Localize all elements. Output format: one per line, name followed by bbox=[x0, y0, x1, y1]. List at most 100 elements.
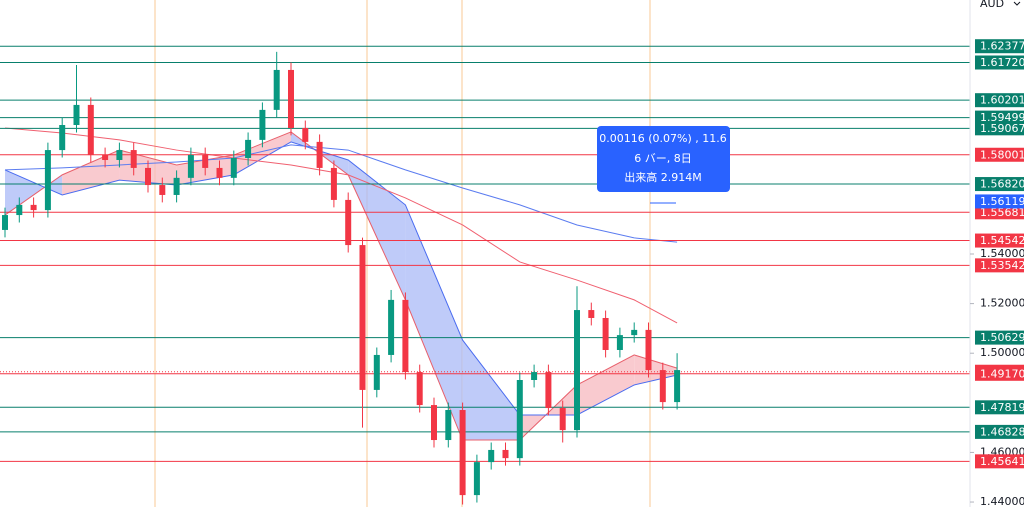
candle-body bbox=[216, 167, 223, 178]
candle-body bbox=[245, 139, 252, 159]
moving-average bbox=[4, 127, 678, 324]
candle-body bbox=[402, 299, 409, 373]
price-badge bbox=[975, 258, 1024, 273]
candle-body bbox=[130, 150, 137, 168]
cloud-fill bbox=[405, 204, 463, 441]
candle-body bbox=[288, 69, 294, 128]
candle-body bbox=[473, 462, 480, 496]
price-badge-label: 1.53542 bbox=[980, 259, 1024, 272]
currency: AUD bbox=[980, 0, 1004, 10]
price-badge-label: 1.45641 bbox=[980, 455, 1024, 468]
price-badge-label: 1.56820 bbox=[980, 178, 1024, 191]
y-tick-label: 1.54000 bbox=[980, 247, 1024, 260]
price-badge bbox=[975, 147, 1024, 162]
candle-body bbox=[502, 449, 509, 459]
tooltip-box bbox=[597, 126, 730, 192]
price-badge-label: 1.54542 bbox=[980, 234, 1024, 247]
price-badge bbox=[975, 454, 1024, 469]
candle-body bbox=[459, 410, 466, 496]
price-badge bbox=[975, 110, 1024, 125]
tooltip-line: 6 バー, 8日 bbox=[634, 152, 692, 165]
candle-body bbox=[559, 408, 566, 431]
price-badge-label: 1.58001 bbox=[980, 148, 1024, 161]
candle-body bbox=[230, 158, 237, 178]
price-badge bbox=[975, 39, 1024, 54]
candle-body bbox=[330, 167, 337, 200]
price-badge bbox=[975, 93, 1024, 108]
candle-body bbox=[373, 354, 380, 390]
candle-body bbox=[259, 109, 266, 140]
y-tick-label: 1.50000 bbox=[980, 346, 1024, 359]
level-lines bbox=[0, 45, 970, 462]
price-axis bbox=[970, 0, 1024, 507]
price-badge bbox=[975, 424, 1024, 439]
tooltip-line: 0.00116 (0.07%) , 11.6 bbox=[599, 132, 727, 145]
candle-body bbox=[345, 199, 352, 246]
candle-body bbox=[87, 104, 94, 156]
tooltip: 0.00116 (0.07%) , 11.6 6 バー, 8日 出来高 2.91… bbox=[597, 126, 730, 192]
candle-body bbox=[659, 370, 666, 403]
cloud-fill bbox=[577, 354, 635, 415]
candle-body bbox=[2, 215, 8, 230]
candle-body bbox=[302, 127, 309, 142]
candle-body bbox=[616, 335, 623, 350]
price-badge-label: 1.55681 bbox=[980, 206, 1024, 219]
y-tick-label: 1.44000 bbox=[980, 495, 1024, 507]
price-badge bbox=[975, 194, 1024, 209]
candle-body bbox=[359, 245, 366, 390]
price-badge-label: 1.61720 bbox=[980, 56, 1024, 69]
price-badge bbox=[975, 330, 1024, 345]
candle-body bbox=[16, 204, 23, 216]
candle-body bbox=[44, 150, 51, 211]
candles bbox=[2, 51, 681, 505]
candle-body bbox=[645, 329, 652, 371]
candle-body bbox=[30, 204, 37, 211]
candle-body bbox=[187, 155, 194, 178]
candle-body bbox=[416, 372, 423, 406]
price-badge-label: 1.59499 bbox=[980, 111, 1024, 124]
candle-body bbox=[173, 177, 180, 195]
price-badge-label: 1.49170 bbox=[980, 367, 1024, 380]
candle-body bbox=[574, 310, 580, 431]
candle-body bbox=[59, 125, 66, 151]
candle-body bbox=[545, 372, 552, 409]
candle-body bbox=[273, 69, 280, 110]
candle-body bbox=[202, 155, 209, 168]
price-badge bbox=[975, 177, 1024, 192]
price-badge-label: 1.60201 bbox=[980, 94, 1024, 107]
candle-body bbox=[516, 380, 523, 459]
candle-body bbox=[631, 329, 638, 336]
candle-body bbox=[388, 299, 395, 355]
candle-body bbox=[145, 167, 151, 186]
candle-body bbox=[159, 185, 166, 195]
y-tick-label: 1.52000 bbox=[980, 297, 1024, 310]
price-badge-label: 1.50629 bbox=[980, 331, 1024, 344]
price-badge bbox=[975, 400, 1024, 415]
candle-body bbox=[674, 370, 681, 403]
candle-body bbox=[488, 449, 495, 463]
candle-body bbox=[316, 141, 323, 168]
price-badge-label: 1.59067 bbox=[980, 122, 1024, 135]
candle-body bbox=[431, 405, 437, 441]
price-badge-label: 1.62377 bbox=[980, 40, 1024, 53]
candle-body bbox=[588, 310, 595, 318]
tooltip-line: 出来高 2.914M bbox=[624, 170, 701, 184]
price-badge-label: 1.56119 bbox=[980, 195, 1024, 208]
candle-body bbox=[73, 104, 80, 126]
candle-body bbox=[531, 372, 538, 381]
currency-caret bbox=[1013, 1, 1021, 6]
candle-body bbox=[602, 317, 609, 350]
price-badge bbox=[975, 205, 1024, 220]
price-badge bbox=[975, 233, 1024, 248]
cloud-fill bbox=[462, 340, 520, 441]
candle-body bbox=[102, 155, 109, 160]
candle-body bbox=[116, 150, 123, 160]
price-badge bbox=[975, 55, 1024, 70]
price-badge bbox=[975, 121, 1024, 136]
candle-body bbox=[445, 410, 452, 441]
price-badge-label: 1.47819 bbox=[980, 401, 1024, 414]
price-badge bbox=[975, 366, 1024, 381]
price-badge-label: 1.46828 bbox=[980, 425, 1024, 438]
